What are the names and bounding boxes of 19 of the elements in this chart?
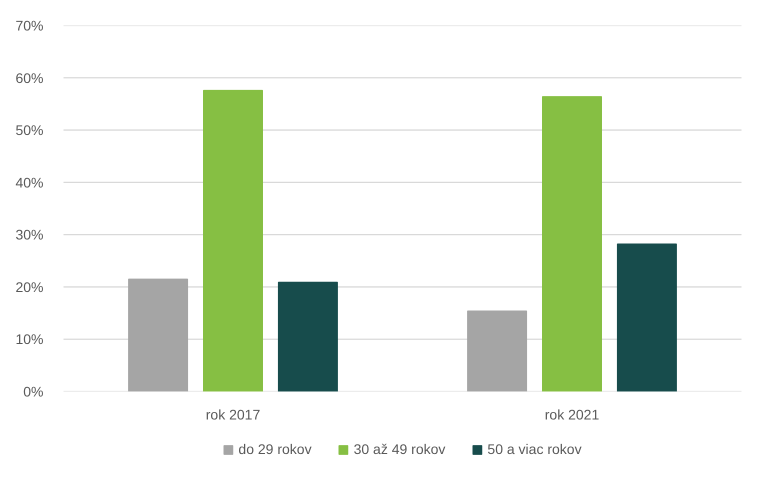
y-tick-label: 60% [15, 70, 44, 86]
bar [203, 90, 263, 392]
y-tick-label: 20% [15, 278, 44, 295]
bar [128, 278, 188, 392]
bar [542, 96, 602, 392]
bar [278, 282, 338, 392]
bar [467, 310, 528, 392]
y-tick-label: 0% [23, 384, 44, 400]
x-tick-label: rok 2021 [544, 406, 600, 422]
x-tick-label: rok 2017 [206, 406, 260, 422]
y-tick-label: 10% [15, 331, 44, 348]
legend-label: 30 až 49 rokov [354, 441, 446, 457]
y-tick-label: 70% [15, 18, 44, 34]
bar [616, 244, 677, 392]
legend-label: do 29 rokov [238, 441, 312, 457]
legend-label: 50 a viac rokov [487, 441, 582, 457]
y-tick-label: 30% [15, 226, 44, 243]
y-tick-label: 50% [15, 122, 44, 138]
y-tick-label: 40% [15, 174, 44, 190]
